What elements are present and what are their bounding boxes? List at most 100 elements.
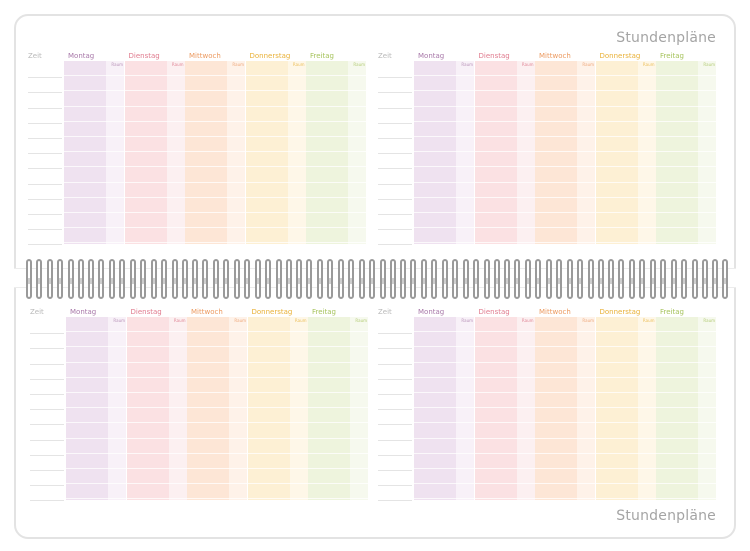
row-divider	[229, 437, 247, 439]
day-entry-column[interactable]	[656, 317, 698, 500]
room-entry-column[interactable]	[289, 317, 308, 500]
row-divider	[185, 166, 227, 168]
row-divider	[656, 120, 698, 122]
room-entry-column[interactable]	[166, 61, 185, 244]
day-entry-column[interactable]	[64, 61, 106, 244]
day-entry-column[interactable]	[245, 61, 288, 244]
time-row-line	[30, 378, 64, 380]
room-entry-column[interactable]	[456, 61, 474, 244]
row-divider	[247, 468, 290, 469]
day-entry-column[interactable]	[474, 61, 517, 244]
row-divider	[289, 407, 308, 409]
room-entry-column[interactable]	[637, 317, 656, 500]
room-header: Raum	[232, 62, 244, 67]
day-entry-column[interactable]	[126, 317, 169, 500]
row-divider	[108, 498, 126, 500]
room-entry-column[interactable]	[516, 317, 535, 500]
time-column[interactable]	[378, 318, 412, 502]
day-entry-column[interactable]	[124, 61, 167, 244]
row-divider	[306, 105, 348, 107]
room-entry-column[interactable]	[698, 317, 716, 500]
row-divider	[289, 498, 308, 500]
room-entry-column[interactable]	[577, 61, 595, 244]
row-divider	[577, 196, 595, 198]
row-divider	[306, 75, 348, 77]
row-divider	[247, 407, 290, 409]
row-divider	[535, 151, 577, 153]
time-row-line	[378, 470, 412, 471]
row-divider	[229, 498, 247, 500]
row-divider	[414, 105, 456, 107]
day-entry-column[interactable]	[656, 61, 698, 244]
spiral-ring	[410, 259, 417, 299]
row-divider	[656, 422, 698, 424]
room-entry-column[interactable]	[577, 317, 595, 500]
row-divider	[187, 422, 229, 424]
row-divider	[247, 498, 290, 500]
row-divider	[456, 75, 474, 77]
room-entry-column[interactable]	[350, 317, 368, 500]
row-divider	[289, 452, 308, 454]
room-entry-column[interactable]	[229, 317, 247, 500]
row-divider	[535, 361, 577, 363]
day-column-donnerstag: Donnerstag Raum	[247, 306, 308, 500]
row-divider	[64, 120, 106, 122]
row-divider	[168, 346, 187, 348]
row-divider	[516, 483, 535, 485]
room-entry-column[interactable]	[168, 317, 187, 500]
day-entry-column[interactable]	[535, 61, 577, 244]
row-divider	[106, 151, 124, 153]
day-entry-column[interactable]	[185, 61, 227, 244]
day-entry-column[interactable]	[414, 61, 456, 244]
day-entry-column[interactable]	[535, 317, 577, 500]
row-divider	[187, 407, 229, 409]
row-divider	[516, 212, 535, 213]
row-divider	[227, 75, 245, 77]
time-row-line	[30, 394, 64, 395]
time-row-line	[378, 348, 412, 350]
day-entry-column[interactable]	[66, 317, 108, 500]
row-divider	[229, 392, 247, 393]
room-entry-column[interactable]	[456, 317, 474, 500]
time-column[interactable]	[30, 318, 64, 502]
spiral-ring	[389, 259, 396, 299]
row-divider	[306, 181, 348, 183]
row-divider	[516, 437, 535, 439]
room-entry-column[interactable]	[287, 61, 306, 244]
row-divider	[595, 181, 638, 183]
room-entry-column[interactable]	[637, 61, 656, 244]
spiral-ring	[213, 259, 220, 299]
row-divider	[698, 166, 716, 168]
row-divider	[350, 483, 368, 485]
time-row-line	[378, 229, 412, 231]
day-entry-column[interactable]	[474, 317, 517, 500]
day-entry-column[interactable]	[414, 317, 456, 500]
timetable-top-left: Zeit Montag Raum Dienstag Raum Mittwoch Raum Do…	[28, 50, 368, 246]
day-entry-column[interactable]	[306, 61, 348, 244]
room-entry-column[interactable]	[348, 61, 366, 244]
row-divider	[124, 151, 167, 153]
row-divider	[456, 90, 474, 92]
row-divider	[64, 136, 106, 137]
room-entry-column[interactable]	[227, 61, 245, 244]
row-divider	[656, 468, 698, 469]
row-divider	[698, 105, 716, 107]
room-entry-column[interactable]	[108, 317, 126, 500]
time-row-line	[378, 168, 412, 170]
room-entry-column[interactable]	[698, 61, 716, 244]
time-column[interactable]	[28, 62, 62, 246]
row-divider	[535, 331, 577, 333]
day-entry-column[interactable]	[595, 317, 638, 500]
room-header: Raum	[113, 318, 125, 323]
day-entry-column[interactable]	[247, 317, 290, 500]
row-divider	[414, 136, 456, 137]
row-divider	[106, 242, 124, 244]
time-column[interactable]	[378, 62, 412, 246]
day-entry-column[interactable]	[595, 61, 638, 244]
row-divider	[595, 361, 638, 363]
room-entry-column[interactable]	[106, 61, 124, 244]
day-entry-column[interactable]	[308, 317, 350, 500]
row-divider	[414, 151, 456, 153]
day-entry-column[interactable]	[187, 317, 229, 500]
room-entry-column[interactable]	[516, 61, 535, 244]
